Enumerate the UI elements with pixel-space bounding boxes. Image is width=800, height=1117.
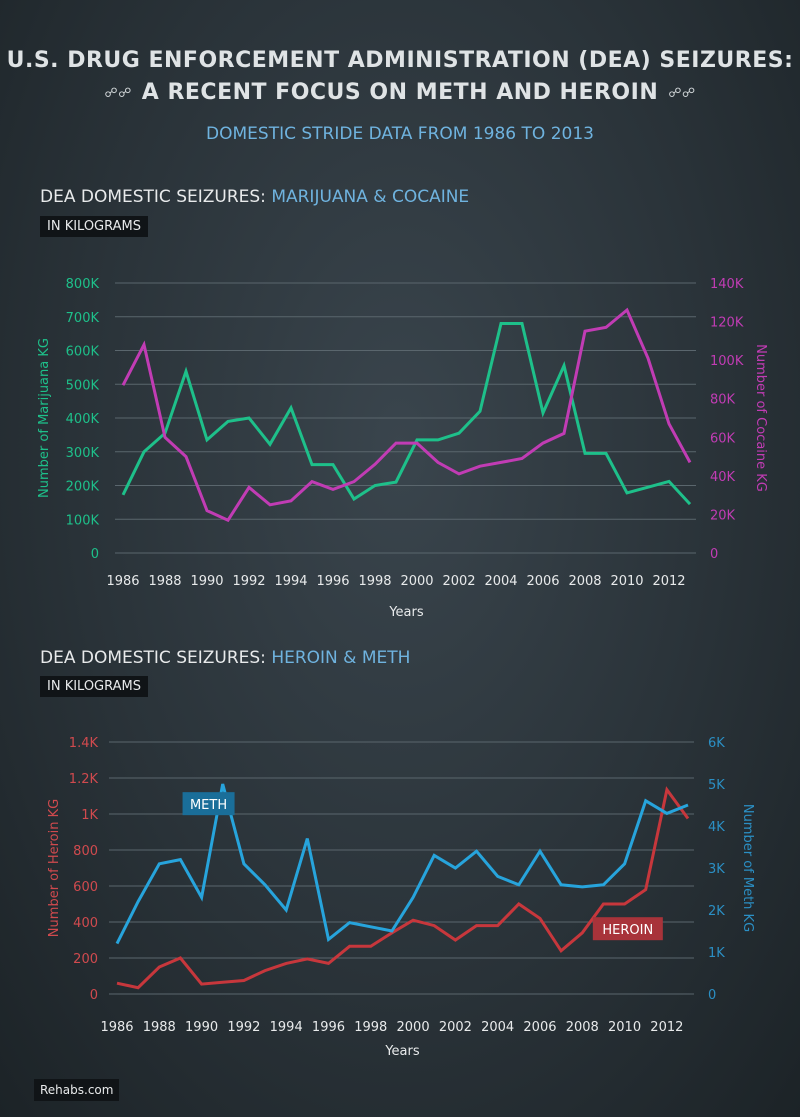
chart1-ytick-left: 600K bbox=[66, 345, 100, 360]
chart2-ytick-right: 2K bbox=[708, 904, 725, 919]
chart1-ytick-left: 400K bbox=[66, 412, 100, 427]
chart2-series-label-bg-heroin bbox=[592, 917, 663, 941]
chart2-xtick: 1994 bbox=[270, 1020, 303, 1035]
chart1-xtick: 2004 bbox=[484, 574, 517, 589]
source-badge: Rehabs.com bbox=[34, 1079, 120, 1101]
chart2-xtick: 2010 bbox=[608, 1020, 641, 1035]
chart2-xtick: 2000 bbox=[397, 1020, 430, 1035]
chart1-ylabel-left: Number of Marijuana KG bbox=[37, 338, 52, 498]
chart1-title-prefix: DEA DOMESTIC SEIZURES: bbox=[40, 187, 272, 207]
chart2-ytick-left: 1.2K bbox=[69, 772, 99, 787]
chart1-xtick: 1998 bbox=[358, 574, 391, 589]
chart1-ytick-right: 60K bbox=[710, 431, 736, 446]
chart2-ytick-right: 4K bbox=[708, 820, 725, 835]
chart1-xtick: 1988 bbox=[148, 574, 181, 589]
chart1-series-line-right bbox=[121, 307, 692, 523]
chart2-series-line-meth bbox=[115, 783, 689, 945]
chart2-ytick-left: 0 bbox=[90, 988, 98, 1003]
chart2-ylabel-left: Number of Heroin KG bbox=[47, 799, 62, 937]
main-title-line2: ☍☍ A RECENT FOCUS ON METH AND HEROIN ☍☍ bbox=[0, 80, 800, 105]
chart2-ytick-left: 400 bbox=[73, 916, 98, 931]
chart2-ytick-left: 1.4K bbox=[69, 736, 99, 751]
main-subtitle: DOMESTIC STRIDE DATA FROM 1986 TO 2013 bbox=[206, 124, 594, 144]
chart1-xtick: 1992 bbox=[232, 574, 265, 589]
chart1-xtick: 1994 bbox=[274, 574, 307, 589]
chart2-ylabel-right: Number of Meth KG bbox=[740, 804, 755, 932]
chart2-ytick-left: 600 bbox=[73, 880, 98, 895]
chart2-ytick-left: 200 bbox=[73, 952, 98, 967]
chart2-ytick-right: 0 bbox=[708, 988, 716, 1003]
chart2-xtick: 1996 bbox=[312, 1020, 345, 1035]
chart1-xtick: 2000 bbox=[400, 574, 433, 589]
chart1-xtick: 2002 bbox=[442, 574, 475, 589]
chart1-ytick-right: 80K bbox=[710, 393, 736, 408]
chart1-ytick-right: 120K bbox=[710, 316, 744, 331]
chart1-ytick-left: 500K bbox=[66, 378, 100, 393]
main-title-line2-text: A RECENT FOCUS ON METH AND HEROIN bbox=[141, 80, 659, 105]
chart2-ytick-left: 800 bbox=[73, 844, 98, 859]
chart2-ytick-right: 3K bbox=[708, 862, 725, 877]
chart1-ytick-left: 100K bbox=[66, 513, 100, 528]
chart1-xtick: 1990 bbox=[190, 574, 223, 589]
chain-link-icon-right: ☍☍ bbox=[668, 85, 696, 101]
chart2-title: DEA DOMESTIC SEIZURES: HEROIN & METH bbox=[40, 648, 410, 668]
chart2-xtick: 1988 bbox=[143, 1020, 176, 1035]
chart2-ytick-left: 1K bbox=[81, 808, 98, 823]
chart1-ylabel-right: Number of Cocaine KG bbox=[753, 344, 768, 492]
chart2-title-prefix: DEA DOMESTIC SEIZURES: bbox=[40, 648, 272, 668]
chart1-xtick: 2008 bbox=[568, 574, 601, 589]
chart2-unit-badge: IN KILOGRAMS bbox=[40, 676, 149, 697]
chart1-ytick-right: 0 bbox=[710, 547, 718, 562]
chart1-series-line-left bbox=[121, 322, 692, 506]
chart1-ytick-right: 20K bbox=[710, 508, 736, 523]
chain-link-icon-left: ☍☍ bbox=[104, 85, 132, 101]
chart2-xtick: 2002 bbox=[439, 1020, 472, 1035]
chart1-xtick: 1986 bbox=[106, 574, 139, 589]
chart1-ytick-left: 700K bbox=[66, 311, 100, 326]
chart2-xtick: 1990 bbox=[185, 1020, 218, 1035]
chart2-xtick: 1992 bbox=[227, 1020, 260, 1035]
chart2-title-highlight: HEROIN & METH bbox=[271, 648, 411, 668]
chart1-ytick-right: 140K bbox=[710, 277, 744, 292]
chart1-xtick: 1996 bbox=[316, 574, 349, 589]
chart2-series-label-heroin: HEROIN bbox=[602, 923, 653, 938]
chart2-xtick: 2012 bbox=[650, 1020, 683, 1035]
chart1-xtick: 2010 bbox=[610, 574, 643, 589]
chart1-xtick: 2012 bbox=[652, 574, 685, 589]
chart2-xtick: 1986 bbox=[100, 1020, 133, 1035]
chart1-title-highlight: MARIJUANA & COCAINE bbox=[271, 187, 470, 207]
chart1-xlabel: Years bbox=[388, 605, 424, 620]
chart2-heroin-meth: 0 200 400 600 800 1K 1.2K 1.4K 0 1K 2K 3K 4K 5K 6K 1986… bbox=[47, 736, 755, 1059]
chart1-marijuana-cocaine: 0 100K 200K 300K 400K 500K 600K 700K 800K 0 20K 40K… bbox=[37, 277, 768, 620]
chart1-ytick-left: 200K bbox=[66, 480, 100, 495]
chart2-xtick: 1998 bbox=[354, 1020, 387, 1035]
chart2-ytick-right: 6K bbox=[708, 736, 725, 751]
chart2-series-label-bg-meth bbox=[182, 792, 235, 816]
chart2-xtick: 2006 bbox=[523, 1020, 556, 1035]
chart2-ytick-right: 5K bbox=[708, 778, 725, 793]
chart2-series-label-meth: METH bbox=[190, 798, 227, 813]
chart2-xtick: 2008 bbox=[566, 1020, 599, 1035]
chart1-ytick-left: 300K bbox=[66, 446, 100, 461]
chart1-unit-badge: IN KILOGRAMS bbox=[40, 216, 149, 237]
chart2-xlabel: Years bbox=[384, 1044, 420, 1059]
main-title-line1: U.S. DRUG ENFORCEMENT ADMINISTRATION (DE… bbox=[6, 48, 794, 73]
chart1-ytick-right: 40K bbox=[710, 470, 736, 485]
chart1-title: DEA DOMESTIC SEIZURES: MARIJUANA & COCAI… bbox=[40, 187, 469, 207]
chart1-xtick: 2006 bbox=[526, 574, 559, 589]
chart1-ytick-left: 0 bbox=[91, 547, 99, 562]
chart2-ytick-right: 1K bbox=[708, 946, 725, 961]
chart1-ytick-left: 800K bbox=[66, 277, 100, 292]
chart2-xtick: 2004 bbox=[481, 1020, 514, 1035]
chart1-ytick-right: 100K bbox=[710, 354, 744, 369]
